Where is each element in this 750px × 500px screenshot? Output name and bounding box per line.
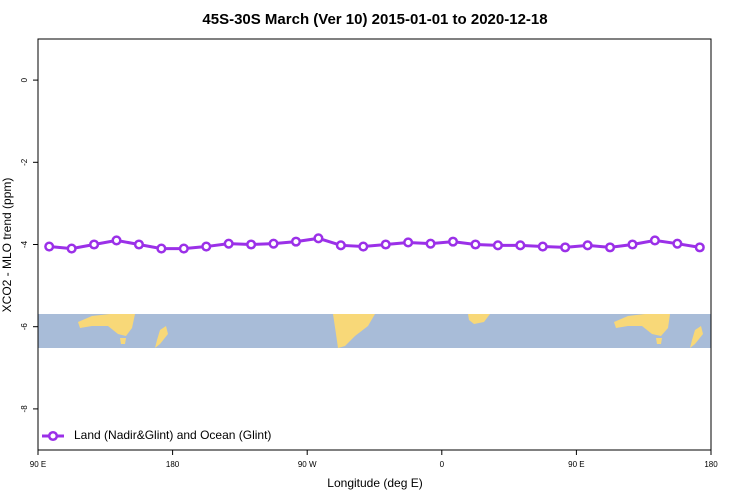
land — [333, 314, 375, 348]
point — [66, 243, 77, 254]
point — [649, 235, 660, 246]
point — [223, 238, 234, 249]
point — [178, 243, 189, 254]
chart-title: 45S-30S March (Ver 10) 2015-01-01 to 202… — [202, 11, 547, 28]
land — [656, 338, 662, 344]
land — [120, 338, 126, 344]
point — [380, 239, 391, 250]
point — [133, 239, 144, 250]
x-tick-label: 180 — [704, 460, 718, 469]
point — [358, 241, 369, 252]
land — [78, 314, 135, 336]
ocean — [38, 314, 711, 348]
x-tick-label: 180 — [166, 460, 180, 469]
point — [156, 243, 167, 254]
point — [403, 237, 414, 248]
y-tick-label: 0 — [20, 77, 29, 82]
y-tick-label: -8 — [20, 405, 29, 413]
point — [582, 240, 593, 251]
point — [246, 239, 257, 250]
x-tick-label: 90 E — [30, 460, 46, 469]
point — [44, 241, 55, 252]
point — [313, 233, 324, 244]
legend-label: Land (Nadir&Glint) and Ocean (Glint) — [74, 428, 271, 442]
point — [111, 235, 122, 246]
land — [690, 326, 703, 348]
y-axis-label: XCO2 - MLO trend (ppm) — [0, 178, 14, 313]
point — [694, 242, 705, 253]
series-line — [49, 236, 701, 251]
point — [89, 239, 100, 250]
point — [537, 241, 548, 252]
x-tick-label: 0 — [440, 460, 445, 469]
y-tick-label: -4 — [20, 240, 29, 248]
point — [515, 240, 526, 251]
point — [335, 240, 346, 251]
land — [614, 314, 670, 336]
point — [492, 240, 503, 251]
point — [470, 239, 481, 250]
point — [560, 242, 571, 253]
y-tick-label: -2 — [20, 158, 29, 166]
map-strip — [38, 314, 711, 348]
point — [290, 236, 302, 247]
land — [468, 314, 490, 324]
point — [425, 238, 436, 249]
point — [447, 236, 459, 247]
x-axis-label: Longitude (deg E) — [327, 476, 422, 490]
x-tick-label: 90 E — [568, 460, 584, 469]
point — [672, 238, 683, 249]
point — [201, 241, 212, 252]
x-tick-label: 90 W — [298, 460, 317, 469]
land — [155, 326, 168, 348]
point — [627, 239, 638, 250]
legend-marker — [47, 430, 59, 442]
y-tick-label: -6 — [20, 323, 29, 331]
point — [268, 238, 279, 249]
point — [605, 242, 616, 253]
